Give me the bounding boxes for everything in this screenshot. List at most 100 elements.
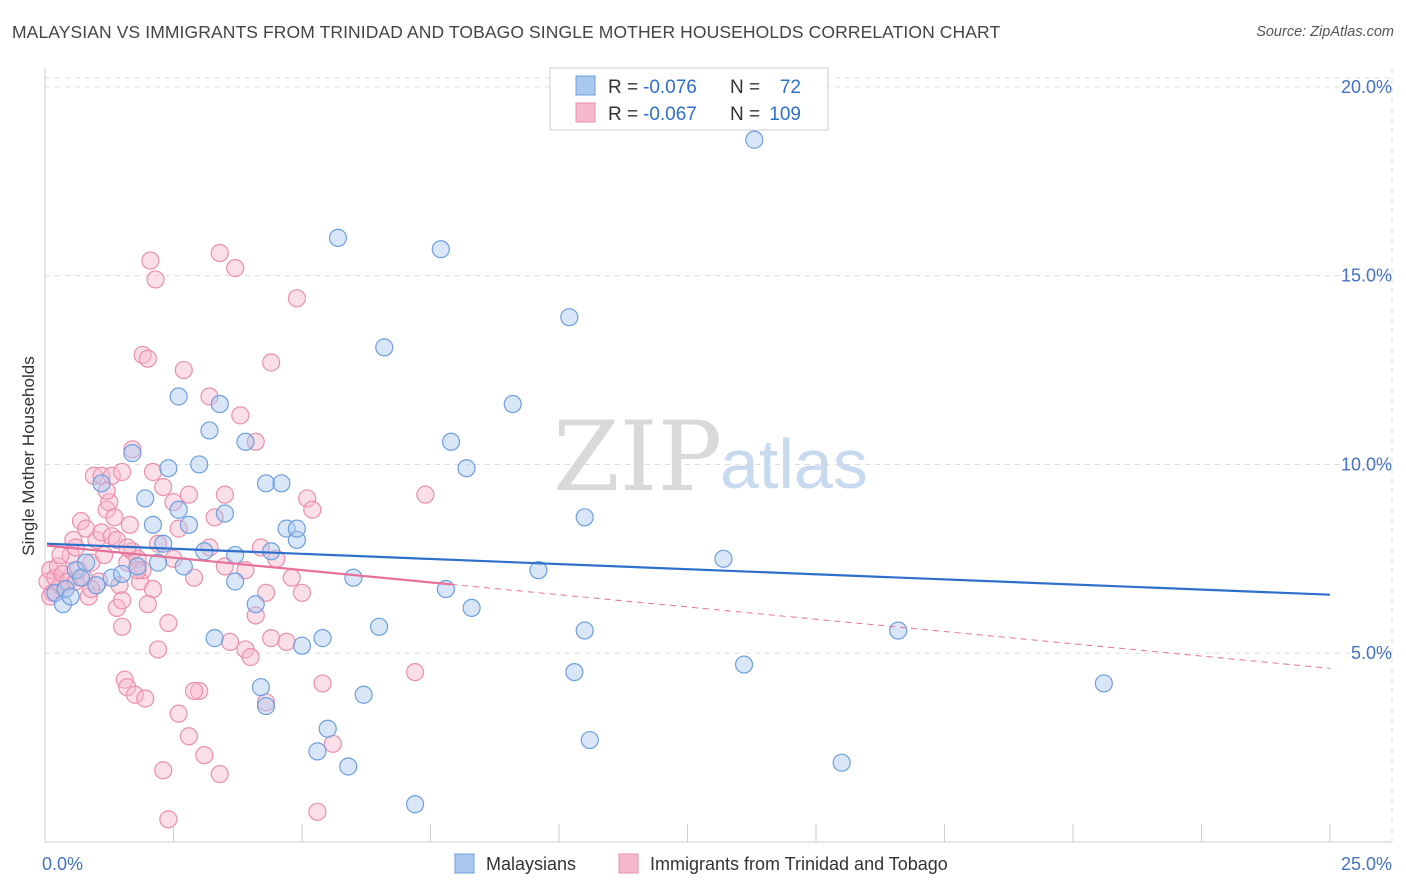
trinidad-point-53 bbox=[154, 761, 173, 780]
trinidad-point-63 bbox=[195, 746, 214, 765]
stats-r-value-trinidad: -0.067 bbox=[643, 104, 697, 125]
stats-r-label-malaysians: R = bbox=[608, 77, 638, 98]
trinidad-point-77 bbox=[256, 583, 276, 602]
trinidad-point-83 bbox=[287, 289, 306, 308]
malaysians-point-65 bbox=[745, 130, 764, 149]
legend-swatch-trinidad bbox=[618, 853, 639, 874]
trinidad-point-71 bbox=[231, 406, 250, 425]
trinidad-point-49 bbox=[146, 270, 165, 289]
malaysians-point-66 bbox=[832, 753, 851, 772]
malaysians-point-8 bbox=[92, 474, 111, 493]
malaysians-point-15 bbox=[148, 553, 168, 572]
malaysians-point-44 bbox=[328, 228, 348, 248]
stats-n-value-malaysians: 72 bbox=[780, 77, 801, 98]
trinidad-point-70 bbox=[226, 259, 245, 278]
malaysians-point-19 bbox=[169, 387, 188, 406]
watermark-zip: ZIP bbox=[553, 401, 722, 513]
trinidad-point-35 bbox=[118, 678, 137, 697]
malaysians-point-32 bbox=[251, 678, 270, 697]
trinidad-point-15 bbox=[77, 519, 96, 538]
malaysians-point-26 bbox=[210, 394, 229, 414]
trinidad-point-93 bbox=[51, 545, 70, 565]
trinidad-point-61 bbox=[184, 568, 204, 587]
legend-label-malaysians: Malaysians bbox=[486, 854, 576, 874]
chart-title: MALAYSIAN VS IMMIGRANTS FROM TRINIDAD AN… bbox=[12, 22, 1001, 42]
watermark-atlas: atlas bbox=[720, 425, 868, 503]
malaysians-point-30 bbox=[236, 432, 255, 451]
trinidad-point-30 bbox=[110, 576, 129, 595]
malaysians-point-61 bbox=[575, 508, 594, 527]
trinidad-point-28 bbox=[105, 508, 124, 527]
malaysians-point-5 bbox=[71, 568, 91, 587]
trinidad-point-31 bbox=[112, 617, 132, 636]
stats-swatch-blue bbox=[575, 75, 596, 96]
malaysians-point-55 bbox=[462, 598, 481, 618]
malaysians-point-3 bbox=[61, 587, 80, 606]
legend: Malaysians Immigrants from Trinidad and … bbox=[454, 853, 948, 874]
trinidad-point-84 bbox=[292, 583, 312, 602]
trinidad-point-106 bbox=[215, 485, 234, 504]
malaysians-point-14 bbox=[143, 515, 163, 534]
malaysians-point-54 bbox=[457, 459, 476, 478]
malaysians-point-48 bbox=[370, 617, 389, 636]
malaysians-point-64 bbox=[734, 655, 754, 674]
trendline-trinidad bbox=[46, 544, 452, 586]
malaysians-point-41 bbox=[308, 742, 327, 761]
malaysians-point-9 bbox=[102, 568, 121, 587]
stats-box: R = -0.076 N = 72 R = -0.067 N = 109 bbox=[549, 67, 829, 131]
malaysians-point-27 bbox=[215, 504, 234, 523]
series-malaysians-points bbox=[46, 130, 1113, 814]
malaysians-point-60 bbox=[575, 621, 594, 640]
trinidad-point-54 bbox=[159, 810, 178, 829]
stats-n-value-trinidad: 109 bbox=[769, 104, 801, 125]
trinidad-point-33 bbox=[112, 591, 132, 610]
trinidad-point-65 bbox=[205, 508, 224, 527]
trinidad-point-82 bbox=[282, 568, 301, 587]
trinidad-point-101 bbox=[143, 462, 163, 482]
stats-box-frame bbox=[549, 67, 829, 131]
malaysians-point-34 bbox=[256, 474, 276, 493]
trinidad-point-102 bbox=[159, 613, 178, 633]
series-trinidad-points bbox=[38, 243, 435, 829]
trendline-malaysians bbox=[46, 542, 1331, 596]
malaysians-point-29 bbox=[226, 572, 245, 591]
malaysians-point-1 bbox=[53, 595, 73, 614]
trinidad-point-103 bbox=[169, 519, 188, 538]
malaysians-point-40 bbox=[292, 636, 312, 655]
stats-r-value-malaysians: -0.076 bbox=[643, 77, 697, 98]
trinidad-point-86 bbox=[303, 500, 322, 519]
malaysians-point-56 bbox=[503, 394, 522, 414]
malaysians-point-59 bbox=[565, 662, 584, 682]
malaysians-point-58 bbox=[560, 308, 579, 327]
trinidad-point-21 bbox=[92, 523, 111, 542]
trinidad-point-57 bbox=[169, 704, 188, 723]
trinidad-point-51 bbox=[148, 640, 168, 659]
trinidad-point-46 bbox=[138, 349, 157, 368]
trinidad-point-23 bbox=[95, 545, 114, 565]
malaysians-point-43 bbox=[318, 719, 337, 738]
malaysians-point-46 bbox=[344, 568, 363, 587]
malaysians-point-47 bbox=[354, 685, 373, 704]
malaysians-point-50 bbox=[405, 795, 425, 814]
malaysians-point-10 bbox=[112, 564, 132, 584]
malaysians-point-13 bbox=[136, 489, 155, 508]
legend-label-trinidad: Immigrants from Trinidad and Tobago bbox=[650, 854, 948, 874]
trinidad-point-89 bbox=[323, 734, 342, 753]
trinidad-point-64 bbox=[200, 387, 219, 406]
malaysians-point-6 bbox=[77, 553, 96, 572]
trinidad-point-60 bbox=[179, 727, 199, 746]
malaysians-point-42 bbox=[313, 629, 332, 648]
malaysians-point-51 bbox=[431, 240, 450, 259]
axis-layer bbox=[44, 68, 1392, 843]
malaysians-point-31 bbox=[246, 595, 265, 614]
malaysians-point-57 bbox=[529, 561, 548, 580]
watermark: ZIP atlas bbox=[553, 401, 868, 513]
malaysians-point-33 bbox=[256, 696, 276, 716]
trinidad-point-32 bbox=[112, 462, 132, 482]
malaysians-point-39 bbox=[287, 519, 306, 538]
legend-swatch-malaysians bbox=[454, 853, 475, 874]
trinidad-point-58 bbox=[174, 360, 193, 380]
trinidad-point-52 bbox=[154, 477, 173, 497]
malaysians-point-17 bbox=[159, 459, 178, 478]
